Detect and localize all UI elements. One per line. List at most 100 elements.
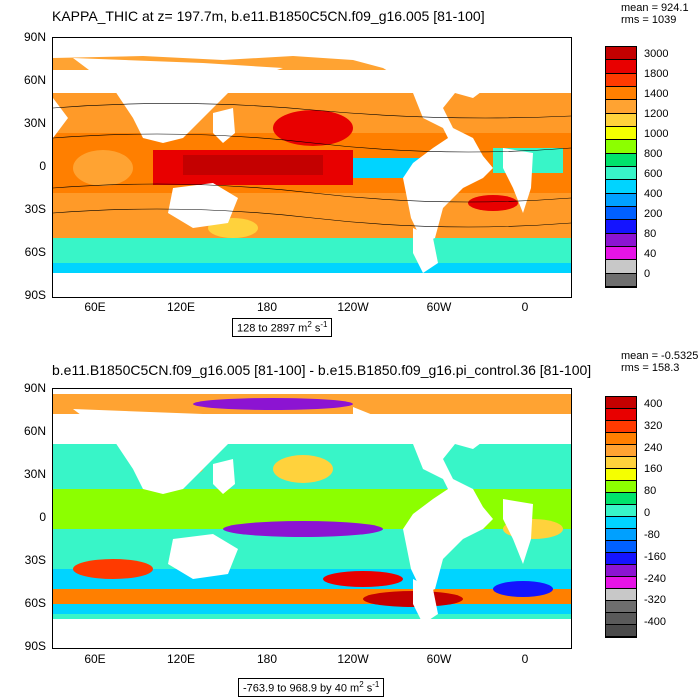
colorbar-label: -80 bbox=[644, 528, 660, 541]
colorbar-swatch bbox=[606, 493, 636, 505]
lat-label: 90S bbox=[24, 288, 46, 302]
colorbar-label: 0 bbox=[644, 507, 651, 520]
colorbar-swatch bbox=[606, 260, 636, 274]
colorbar-swatch bbox=[606, 100, 636, 114]
colorbar-swatch bbox=[606, 397, 636, 409]
lon-label: 0 bbox=[521, 652, 529, 666]
colorbar-label: 800 bbox=[644, 148, 663, 160]
colorbar-label: 600 bbox=[644, 168, 663, 180]
lat-label: 0 bbox=[39, 159, 46, 173]
map-plot bbox=[52, 37, 572, 298]
colorbar-swatch bbox=[606, 553, 636, 565]
colorbar-label: 240 bbox=[644, 441, 663, 454]
lon-label: 180 bbox=[256, 300, 278, 314]
panel-title: b.e11.B1850C5CN.f09_g16.005 [81-100] - b… bbox=[52, 362, 592, 378]
map-field bbox=[53, 38, 571, 297]
lat-label: 90S bbox=[24, 639, 46, 653]
colorbar-label: 0 bbox=[644, 268, 651, 280]
colorbar bbox=[605, 396, 637, 638]
lat-label: 90N bbox=[23, 381, 46, 395]
lon-label: 120E bbox=[166, 300, 196, 314]
lat-label: 30S bbox=[24, 202, 46, 216]
colorbar-swatch bbox=[606, 193, 636, 207]
lat-label: 30S bbox=[24, 553, 46, 567]
colorbar-swatch bbox=[606, 481, 636, 493]
lon-label: 60W bbox=[426, 652, 452, 666]
colorbar-swatch bbox=[606, 613, 636, 625]
range-unit-tail: s bbox=[363, 682, 373, 695]
colorbar-swatch bbox=[606, 140, 636, 154]
colorbar-swatch bbox=[606, 505, 636, 517]
colorbar-swatch bbox=[606, 273, 636, 287]
stats-mean: mean = -0.5325 bbox=[621, 350, 699, 362]
lon-label: 120W bbox=[337, 300, 369, 314]
range-unit-sup: 2 bbox=[307, 320, 312, 329]
range-unit-sup2: -1 bbox=[372, 680, 380, 689]
colorbar-swatch bbox=[606, 541, 636, 553]
colorbar-swatch bbox=[606, 421, 636, 433]
colorbar-swatch bbox=[606, 127, 636, 141]
lat-label: 60N bbox=[23, 424, 46, 438]
colorbar-label: -160 bbox=[644, 550, 667, 563]
lat-label: 0 bbox=[39, 510, 46, 524]
lat-label: 60S bbox=[24, 596, 46, 610]
colorbar-swatch bbox=[606, 409, 636, 421]
colorbar-swatch bbox=[606, 73, 636, 87]
panel-title: KAPPA_THIC at z= 197.7m, b.e11.B1850C5CN… bbox=[52, 8, 485, 24]
range-box: 128 to 2897 m2 s-1 bbox=[232, 318, 333, 337]
colorbar-label: 3000 bbox=[644, 48, 669, 60]
stats-rms: rms = 1039 bbox=[621, 14, 677, 26]
colorbar-label: -320 bbox=[644, 594, 667, 607]
stats-mean: mean = 924.1 bbox=[621, 2, 689, 14]
colorbar-swatch bbox=[606, 529, 636, 541]
lat-label: 60N bbox=[23, 73, 46, 87]
map-plot bbox=[52, 388, 572, 649]
colorbar-label: 80 bbox=[644, 485, 657, 498]
colorbar-label: 160 bbox=[644, 463, 663, 476]
colorbar-swatch bbox=[606, 517, 636, 529]
lat-label: 30N bbox=[23, 116, 46, 130]
colorbar-label: 80 bbox=[644, 228, 657, 240]
panel-top: KAPPA_THIC at z= 197.7m, b.e11.B1850C5CN… bbox=[23, 2, 689, 337]
colorbar-swatch bbox=[606, 433, 636, 445]
colorbar-swatch bbox=[606, 60, 636, 74]
lon-label: 0 bbox=[521, 300, 529, 314]
colorbar-label: -400 bbox=[644, 616, 667, 629]
colorbar-swatch bbox=[606, 180, 636, 194]
panel-bottom: b.e11.B1850C5CN.f09_g16.005 [81-100] - b… bbox=[0, 350, 700, 700]
colorbar-label: 1000 bbox=[644, 128, 669, 140]
lon-label: 120E bbox=[166, 652, 196, 666]
colorbar-swatch bbox=[606, 113, 636, 127]
range-unit-tail: s bbox=[311, 322, 321, 335]
colorbar-label: 320 bbox=[644, 419, 663, 432]
lon-label: 60E bbox=[84, 300, 106, 314]
colorbar-label: 1200 bbox=[644, 108, 669, 120]
colorbar-swatch bbox=[606, 167, 636, 181]
colorbar-swatch bbox=[606, 625, 636, 637]
colorbar-swatch bbox=[606, 565, 636, 577]
stats-box: mean = 924.1 rms = 1039 bbox=[621, 2, 689, 26]
colorbar-swatch bbox=[606, 207, 636, 221]
stats-rms: rms = 158.3 bbox=[621, 362, 680, 374]
colorbar-label: 400 bbox=[644, 398, 663, 410]
colorbar-swatch bbox=[606, 247, 636, 261]
stats-box: mean = -0.5325 rms = 158.3 bbox=[621, 350, 698, 374]
lon-label: 60W bbox=[426, 300, 452, 314]
colorbar bbox=[605, 46, 637, 288]
colorbar-swatch bbox=[606, 233, 636, 247]
colorbar-swatch bbox=[606, 577, 636, 589]
colorbar-label: 400 bbox=[644, 188, 663, 200]
range-text: 128 to 2897 m bbox=[237, 322, 308, 335]
colorbar-swatch bbox=[606, 601, 636, 613]
colorbar-swatch bbox=[606, 469, 636, 481]
colorbar-swatch bbox=[606, 87, 636, 101]
colorbar-swatch bbox=[606, 445, 636, 457]
colorbar-swatch bbox=[606, 47, 636, 61]
colorbar-label: 1400 bbox=[644, 88, 669, 100]
lat-label: 60S bbox=[24, 245, 46, 259]
colorbar-swatch bbox=[606, 153, 636, 167]
colorbar-label: 40 bbox=[644, 248, 657, 260]
colorbar-swatch bbox=[606, 589, 636, 601]
lon-label: 120W bbox=[337, 652, 369, 666]
colorbar-swatch bbox=[606, 457, 636, 469]
